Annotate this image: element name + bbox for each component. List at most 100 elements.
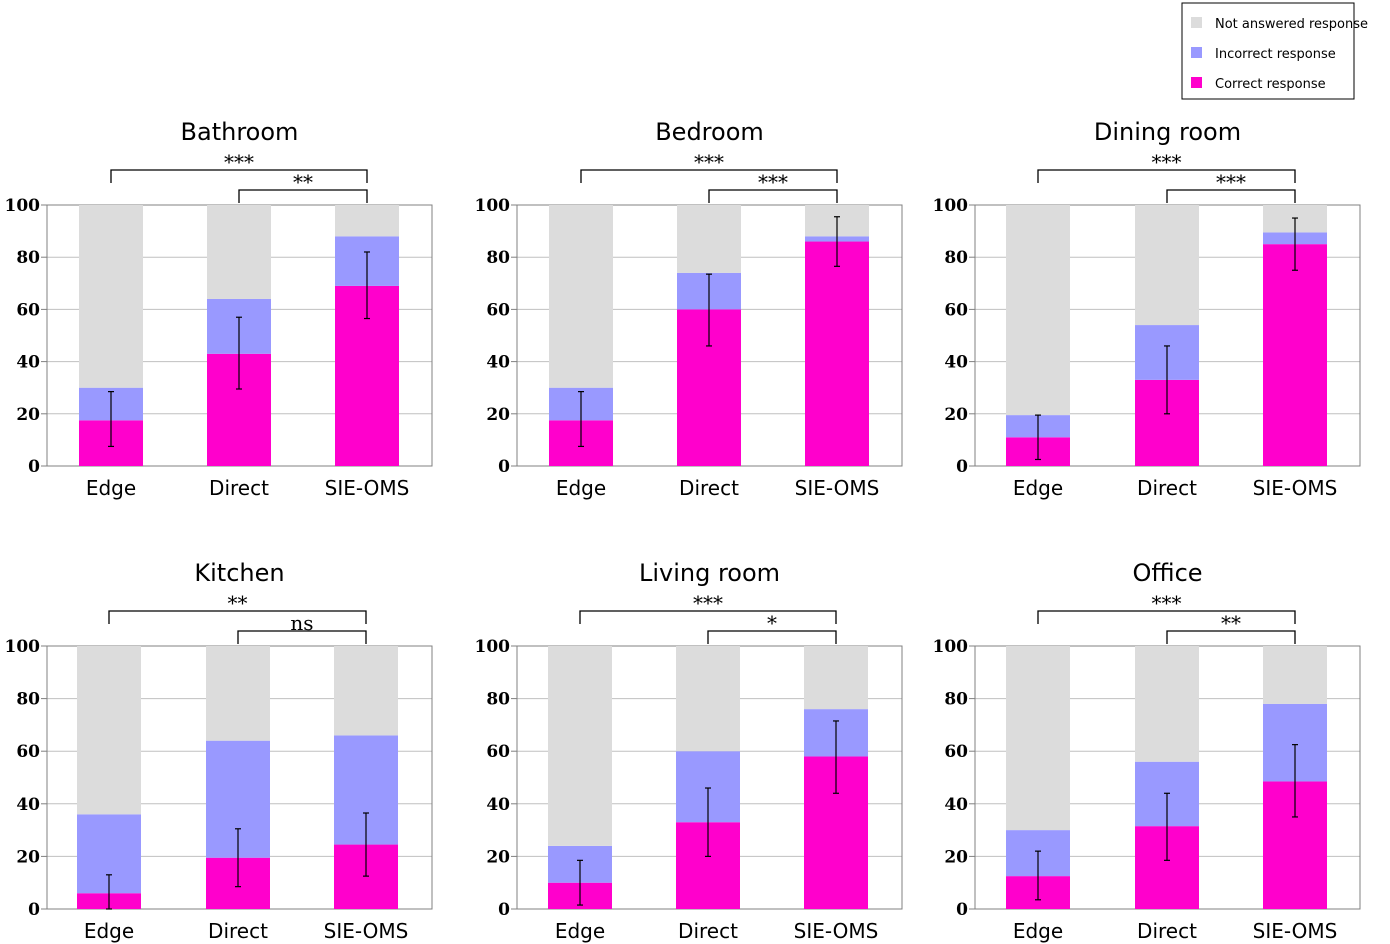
significance-bracket [238,189,368,203]
y-tick-label: 100 [933,196,969,216]
x-category-label: Edge [1013,919,1063,943]
y-tick-label: 20 [944,405,968,425]
chart-kitchen: 0 20 40 60 80 100 Edge Direct SIE-OMS Kitchen ** ns [5,559,433,943]
legend-label-not-answered: Not answered response [1215,17,1368,32]
x-category-label: Direct [1137,919,1197,943]
significance-label: ** [1221,611,1241,635]
bar-not-answered-response [1006,646,1070,831]
y-tick-label: 60 [16,742,40,762]
significance-label: *** [693,591,723,615]
significance-label: *** [1216,170,1246,194]
y-tick-label: 100 [475,637,511,657]
y-tick-label: 40 [486,353,510,373]
x-category-label: Direct [1137,476,1197,500]
x-category-label: Edge [84,919,134,943]
legend-label-incorrect: Incorrect response [1215,47,1336,62]
y-tick-label: 100 [933,637,969,657]
chart-title: Office [1132,559,1202,587]
bar-not-answered-response [79,205,143,388]
significance-label: *** [758,170,788,194]
y-tick-label: 80 [16,248,40,268]
y-tick-label: 40 [16,795,40,815]
y-tick-label: 0 [498,457,510,477]
significance-bracket [108,610,367,624]
bar-not-answered-response [1135,205,1199,326]
x-category-label: Edge [1013,476,1063,500]
bar-not-answered-response [335,205,399,237]
x-category-label: SIE-OMS [325,476,410,500]
significance-bracket [110,169,368,183]
x-category-label: SIE-OMS [1253,476,1338,500]
bar-not-answered-response [77,646,141,815]
y-tick-label: 0 [28,900,40,920]
significance-label: *** [1152,150,1182,174]
legend-swatch-correct [1191,77,1202,88]
y-tick-label: 80 [486,690,510,710]
y-tick-label: 20 [16,405,40,425]
bar-correct-response [1263,244,1327,466]
y-tick-label: 40 [944,353,968,373]
bar-not-answered-response [207,205,271,299]
significance-label: *** [224,150,254,174]
bar-not-answered-response [676,646,740,752]
y-tick-label: 100 [5,196,41,216]
bar-not-answered-response [804,646,868,710]
x-category-label: Edge [555,919,605,943]
y-tick-label: 40 [16,353,40,373]
legend-swatch-not-answered [1191,17,1202,28]
x-category-label: Direct [679,476,739,500]
significance-bracket [707,630,837,644]
bar-not-answered-response [206,646,270,741]
legend-box [1181,2,1355,100]
significance-label: * [767,611,777,635]
significance-bracket [579,610,837,624]
y-tick-label: 60 [944,300,968,320]
y-tick-label: 20 [486,847,510,867]
chart-title: Living room [639,559,780,587]
bar-correct-response [805,241,869,466]
y-tick-label: 100 [5,637,41,657]
significance-label: ns [290,611,313,635]
x-category-label: SIE-OMS [1253,919,1338,943]
chart-living-room: 0 20 40 60 80 100 Edge Direct SIE-OMS Living room… [475,559,903,943]
chart-bedroom: 0 20 40 60 80 100 Edge Direct SIE-OMS Bedroom *** *… [475,118,903,500]
chart-title: Bedroom [655,118,764,146]
y-tick-label: 40 [944,795,968,815]
x-category-label: Direct [208,919,268,943]
y-tick-label: 20 [486,405,510,425]
y-tick-label: 40 [486,795,510,815]
x-category-label: SIE-OMS [795,476,880,500]
chart-title: Dining room [1094,118,1241,146]
y-tick-label: 60 [486,742,510,762]
y-tick-label: 20 [16,847,40,867]
y-tick-label: 0 [956,457,968,477]
significance-bracket [1166,189,1296,203]
x-category-label: Edge [556,476,606,500]
bar-not-answered-response [334,646,398,736]
bar-not-answered-response [549,205,613,388]
bar-not-answered-response [548,646,612,846]
bar-not-answered-response [1263,646,1327,704]
x-category-label: SIE-OMS [794,919,879,943]
y-tick-label: 20 [944,847,968,867]
significance-bracket [1037,169,1296,183]
significance-bracket [708,189,838,203]
y-tick-label: 0 [498,900,510,920]
significance-bracket [1037,610,1296,624]
legend: Not answered response Incorrect response… [1181,2,1368,100]
x-category-label: Direct [678,919,738,943]
significance-bracket [237,630,367,644]
chart-title: Bathroom [181,118,299,146]
bar-not-answered-response [1006,205,1070,416]
y-tick-label: 0 [28,457,40,477]
x-category-label: Direct [209,476,269,500]
x-category-label: SIE-OMS [324,919,409,943]
y-tick-label: 80 [944,690,968,710]
significance-label: *** [1152,591,1182,615]
significance-bracket [1166,630,1296,644]
legend-swatch-incorrect [1191,47,1202,58]
